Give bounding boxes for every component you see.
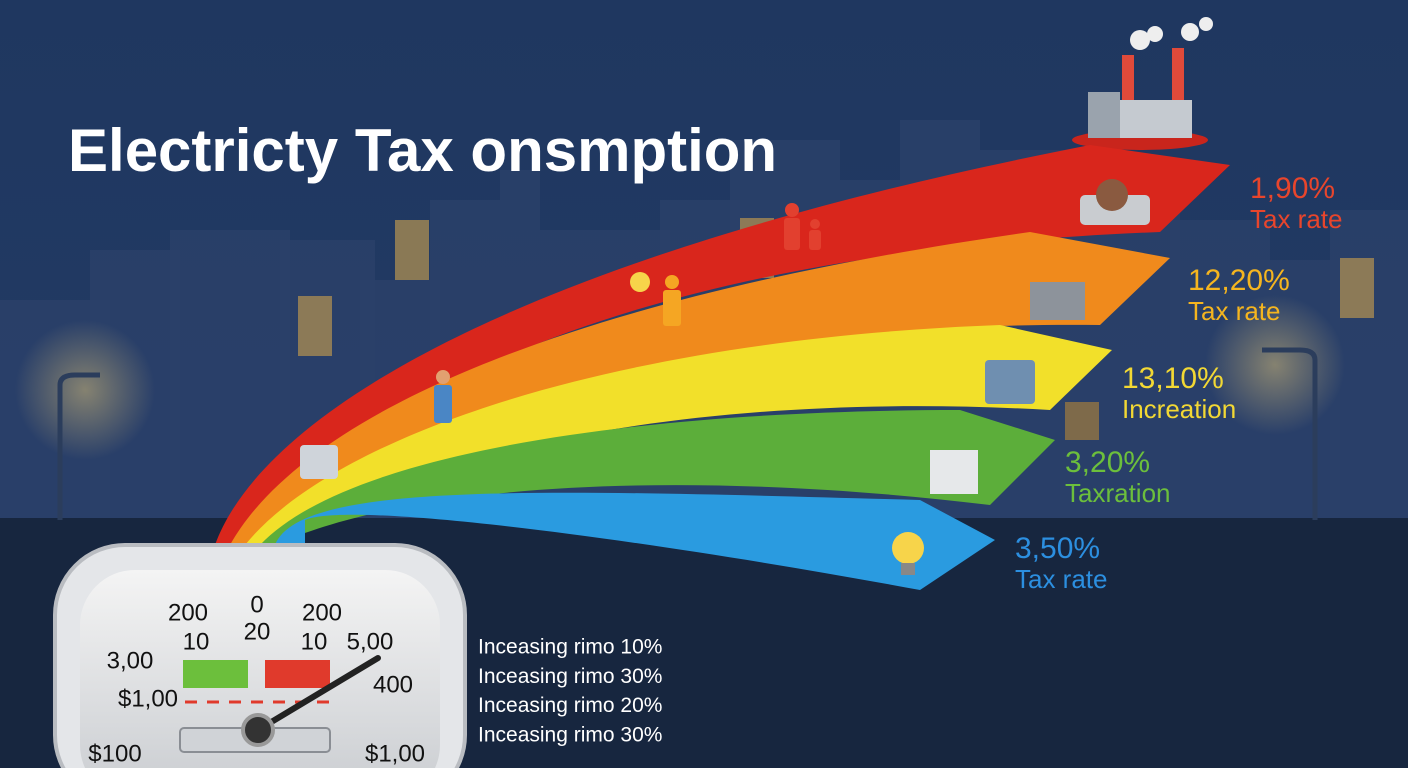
note: Inceasing rimo 10% — [478, 636, 662, 659]
lamp-glow — [15, 320, 155, 460]
band-caption: Tax rate — [1015, 564, 1108, 594]
lamp-glow — [1205, 295, 1345, 435]
band — [215, 145, 1230, 545]
band — [275, 492, 995, 590]
gauge-label: 10 — [183, 628, 210, 655]
window — [1340, 258, 1374, 318]
band-value: 3,50% — [1015, 532, 1100, 565]
note: Inceasing rimo 30% — [478, 665, 662, 688]
gauge-label: 0 — [250, 591, 263, 618]
band-caption: Taxration — [1065, 478, 1171, 508]
street-lamp — [57, 372, 100, 520]
street-lamp — [1262, 347, 1318, 520]
band-caption: Tax rate — [1250, 204, 1343, 234]
title: Electricty Tax onsmption — [68, 117, 777, 184]
gauge-label: 20 — [244, 618, 271, 645]
band-caption: Increation — [1122, 394, 1236, 424]
band-value: 13,10% — [1122, 362, 1224, 395]
person-icons — [300, 179, 1150, 575]
note: Inceasing rimo 20% — [478, 694, 662, 717]
band-value: 3,20% — [1065, 446, 1150, 479]
band-value: 12,20% — [1188, 264, 1290, 297]
window — [395, 220, 429, 280]
band — [245, 325, 1112, 545]
gauge-label: 3,00 — [107, 647, 154, 674]
gauge — [53, 543, 467, 768]
gauge-label: 200 — [168, 599, 208, 626]
gauge-label: $100 — [88, 740, 141, 767]
factory-icon — [1072, 17, 1213, 150]
band-value: 1,90% — [1250, 172, 1335, 205]
notes: Inceasing rimo 10% Inceasing rimo 30% Ince… — [478, 636, 662, 747]
gauge-label: 5,00 — [347, 628, 394, 655]
gauge-label: 10 — [301, 628, 328, 655]
note: Inceasing rimo 30% — [478, 723, 662, 746]
band-caption: Tax rate — [1188, 296, 1281, 326]
band — [260, 410, 1055, 545]
gauge-label: $1,00 — [118, 685, 178, 712]
band — [230, 232, 1170, 545]
window — [298, 296, 332, 356]
gauge-label: $1,00 — [365, 740, 425, 767]
gauge-label: 200 — [302, 599, 342, 626]
gauge-label: 400 — [373, 671, 413, 698]
